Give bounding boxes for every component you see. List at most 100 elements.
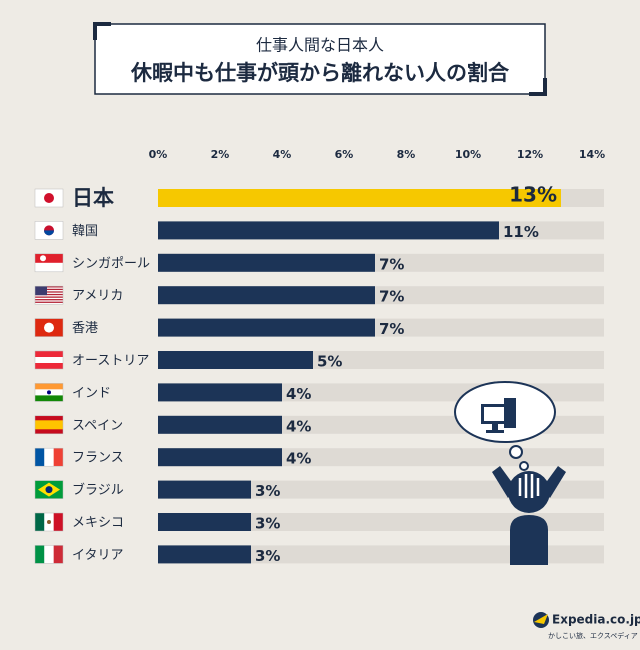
value-label: 13%	[509, 183, 557, 207]
x-tick-label: 14%	[579, 148, 605, 161]
flag-part	[53, 448, 63, 467]
flag-part	[35, 299, 63, 301]
logo-tagline: かしこい旅、エクスペディア	[548, 631, 638, 640]
value-label: 3%	[255, 547, 280, 565]
flag	[34, 253, 64, 273]
flag-part	[35, 363, 63, 369]
chart-title: 休暇中も仕事が頭から離れない人の割合	[130, 61, 510, 85]
illustration	[454, 381, 566, 565]
flag-part	[35, 253, 63, 263]
flag-border	[34, 383, 64, 402]
bar	[158, 286, 375, 305]
category-label: シンガポール	[72, 256, 150, 271]
flag-part	[47, 390, 51, 395]
bar-track	[158, 513, 604, 531]
bar	[158, 253, 375, 272]
flag	[34, 512, 64, 532]
flag	[34, 480, 64, 499]
flag-part	[44, 448, 54, 467]
flag-part	[44, 193, 54, 203]
flag-part	[35, 291, 63, 293]
flag-part	[35, 420, 63, 430]
bar	[158, 513, 251, 531]
flag-part	[35, 357, 63, 363]
flag-part	[47, 520, 51, 524]
bar	[158, 545, 251, 564]
category-label: ブラジル	[72, 482, 124, 498]
flag-part	[44, 230, 54, 236]
flag-border	[34, 447, 64, 467]
bar	[158, 221, 499, 240]
flag-part	[44, 545, 54, 564]
flag-part	[35, 448, 45, 467]
category-label: 香港	[72, 321, 98, 336]
flag-border	[34, 253, 64, 273]
flag-border	[34, 285, 64, 305]
logo: Expedia.co.jp かしこい旅、エクスペディア	[533, 612, 640, 640]
logo-name: Expedia.co.jp	[552, 613, 640, 627]
category-label: オーストリア	[72, 354, 149, 369]
flag	[34, 318, 64, 337]
flag-border	[34, 318, 64, 337]
value-label: 4%	[286, 385, 311, 403]
flag-part	[44, 322, 54, 333]
bar	[158, 415, 282, 434]
x-tick-label: 8%	[397, 148, 416, 161]
x-tick-label: 2%	[211, 148, 230, 161]
flag	[34, 415, 64, 435]
bar	[158, 351, 313, 369]
category-label: 日本	[72, 186, 114, 210]
value-label: 4%	[286, 450, 311, 468]
category-label: スペイン	[72, 418, 123, 433]
title-box	[94, 23, 546, 95]
value-label: 11%	[503, 223, 539, 241]
x-tick-label: 0%	[149, 148, 168, 161]
flag-part	[35, 513, 45, 531]
value-label: 7%	[379, 255, 404, 273]
value-label: 5%	[317, 353, 342, 371]
x-tick-label: 4%	[273, 148, 292, 161]
flag-part	[35, 383, 63, 390]
value-label: 3%	[255, 515, 280, 533]
flag-border	[34, 480, 64, 499]
bar-track	[158, 480, 604, 499]
flag	[34, 350, 64, 370]
bar-track	[158, 545, 604, 564]
flag-part	[35, 301, 63, 303]
flag-border	[34, 350, 64, 370]
flag	[34, 383, 64, 402]
category-label: 韓国	[72, 224, 98, 239]
category-label: インド	[72, 386, 111, 401]
category-label: アメリカ	[72, 289, 123, 304]
flag-part	[35, 296, 63, 298]
x-tick-label: 12%	[517, 148, 543, 161]
bar	[158, 383, 282, 402]
flag-part	[53, 545, 63, 564]
x-tick-label: 6%	[335, 148, 354, 161]
flag-part	[35, 288, 63, 291]
x-tick-label: 10%	[455, 148, 481, 161]
flag-border	[34, 188, 64, 208]
flag-part	[35, 286, 63, 288]
chart-subtitle: 仕事人間な日本人	[256, 36, 384, 55]
category-label: フランス	[72, 451, 124, 466]
category-label: メキシコ	[72, 516, 124, 531]
category-label: イタリア	[72, 548, 123, 563]
value-label: 3%	[255, 482, 280, 500]
flag	[34, 285, 64, 305]
flag-part	[35, 351, 63, 357]
value-label: 7%	[379, 320, 404, 338]
bar	[158, 318, 375, 337]
flag-border	[34, 512, 64, 532]
flag-part	[35, 293, 63, 296]
flag-part	[35, 395, 63, 402]
flag-part	[35, 286, 47, 296]
value-label: 4%	[286, 417, 311, 435]
bar	[158, 448, 282, 467]
flag	[34, 447, 64, 467]
title-corner	[93, 22, 547, 96]
bar	[158, 189, 561, 207]
flag-part	[45, 486, 53, 494]
flag-part	[40, 255, 46, 262]
